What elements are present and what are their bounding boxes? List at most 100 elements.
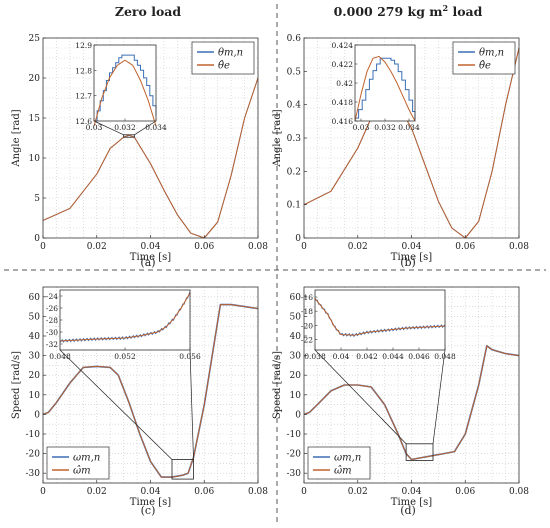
x-tick-label: 0.02 <box>87 487 107 497</box>
y-tick-label: 0.2 <box>287 167 301 177</box>
inset-series-line-2 <box>59 292 191 342</box>
y-tick-label: 30 <box>29 352 41 362</box>
x-tick-label: 0.04 <box>401 487 421 497</box>
right-title-suffix: load <box>448 4 483 19</box>
panel-caption: (c) <box>141 504 156 517</box>
y-tick-label: 20 <box>29 371 41 381</box>
y-tick-label: -10 <box>287 430 302 440</box>
y-tick-label: 5 <box>34 194 40 204</box>
y-axis-label: Speed [rad/s] <box>272 351 283 419</box>
x-tick-label: 0.08 <box>248 487 268 497</box>
x-axis-label: Time [s] <box>391 497 432 508</box>
x-tick-label: 0.02 <box>348 487 368 497</box>
inset-x-tick-label: 0.042 <box>356 352 378 361</box>
x-tick-label: 0.02 <box>87 242 107 252</box>
inset-x-tick-label: 0.038 <box>304 352 326 361</box>
x-tick-label: 0.06 <box>194 242 214 252</box>
panel-caption: (d) <box>400 504 416 517</box>
inset-x-tick-label: 0.032 <box>374 123 396 132</box>
y-tick-label: 0.5 <box>287 67 302 77</box>
y-tick-label: -20 <box>287 450 302 460</box>
x-tick-label: 0.02 <box>348 242 368 252</box>
inset-x-tick-label: 0.034 <box>398 123 420 132</box>
zoom-connector <box>189 349 194 460</box>
y-tick-label: 30 <box>290 352 302 362</box>
y-tick-label: 50 <box>290 312 302 322</box>
y-tick-label: 0 <box>295 234 301 244</box>
inset-series-line-1 <box>94 54 157 122</box>
inset-y-tick-label: -18 <box>301 307 313 316</box>
series-line-2 <box>42 77 259 239</box>
y-axis-label: Angle [rad] <box>11 109 22 167</box>
x-axis-label: Time [s] <box>391 252 432 263</box>
y-tick-label: 0.3 <box>287 134 302 144</box>
x-tick-label: 0.08 <box>509 242 529 252</box>
inset-y-tick-label: -30 <box>46 328 58 337</box>
y-tick-label: 20 <box>290 371 302 381</box>
x-tick-label: 0.04 <box>140 242 160 252</box>
y-tick-label: 10 <box>29 391 41 401</box>
x-axis-label: Time [s] <box>130 497 171 508</box>
x-tick-label: 0 <box>40 487 46 497</box>
inset-x-tick-label: 0.048 <box>49 352 71 361</box>
inset-x-tick-label: 0.046 <box>408 352 430 361</box>
chart-2: 0 0.02 0.04 0.06 0.08 0 0.1 0.2 0.3 0.4 0.5 0.6 Time… <box>272 34 529 269</box>
inset-y-tick-label: -22 <box>301 335 313 344</box>
legend: θm,n θ̂e <box>452 41 516 75</box>
y-tick-label: 60 <box>290 293 302 303</box>
right-title-superscript: 2 <box>443 3 449 13</box>
inset-y-tick-label: -24 <box>46 292 58 301</box>
y-tick-label: 0 <box>295 410 301 420</box>
y-tick-label: -20 <box>26 450 41 460</box>
x-tick-label: 0.08 <box>248 242 268 252</box>
zoom-connector <box>59 349 173 460</box>
inset-chart: 0.03 0.032 0.034 12.6 12.7 12.8 12.9 <box>75 41 167 132</box>
inset-y-tick-label: -28 <box>46 316 58 325</box>
y-tick-label: 0 <box>34 410 40 420</box>
inset-y-tick-label: 12.7 <box>75 92 92 101</box>
series-line-2 <box>303 47 520 239</box>
legend-box <box>452 41 516 75</box>
inset-y-tick-label: -20 <box>301 321 313 330</box>
x-tick-label: 0.04 <box>401 242 421 252</box>
inset-y-tick-label: 0.42 <box>336 79 353 88</box>
inset-chart: 0.048 0.052 0.056 -32 -30 -28 -26 -24 <box>46 289 201 361</box>
legend-box <box>307 446 371 480</box>
inset-series-line-2 <box>93 59 157 127</box>
chart-1: 0 0.02 0.04 0.06 0.08 0 5 10 15 20 25 Time [s] Angle… <box>11 34 268 269</box>
series-line-2 <box>42 304 259 478</box>
inset-y-tick-label: -16 <box>301 293 313 302</box>
inset-x-tick-label: 0.044 <box>382 352 404 361</box>
y-tick-label: -10 <box>26 430 41 440</box>
legend: θm,n θ̂e <box>191 41 255 75</box>
left-column-title: Zero load <box>115 4 182 19</box>
inset-x-tick-label: 0.04 <box>333 352 350 361</box>
x-tick-label: 0.06 <box>455 487 475 497</box>
y-tick-label: 0.1 <box>287 201 301 211</box>
legend-label: θm,n <box>479 48 504 59</box>
legend-label: ω̂m <box>334 466 352 477</box>
y-tick-label: -30 <box>287 469 302 479</box>
y-tick-label: 0.4 <box>287 101 302 111</box>
inset-y-tick-label: 12.6 <box>75 117 92 126</box>
inset-chart: 0.03 0.032 0.034 0.416 0.418 0.42 0.422 0.424 <box>332 41 420 132</box>
inset-area <box>60 290 190 350</box>
inset-x-tick-label: 0.048 <box>434 352 456 361</box>
y-tick-label: 15 <box>29 114 41 124</box>
legend-label: ωm,n <box>334 453 361 464</box>
right-column-title: 0.000 279 kg m2 load <box>334 3 483 19</box>
y-tick-label: 40 <box>290 332 302 342</box>
x-tick-label: 0.06 <box>455 242 475 252</box>
inset-y-tick-label: 0.424 <box>332 41 354 50</box>
right-title-prefix: 0.000 279 kg m <box>334 4 443 19</box>
x-tick-label: 0.04 <box>140 487 160 497</box>
y-tick-label: 40 <box>29 332 41 342</box>
inset-chart: 0.038 0.04 0.042 0.044 0.046 0.048 -22 -20 -18 -1… <box>301 289 456 361</box>
inset-x-tick-label: 0.056 <box>179 352 201 361</box>
x-tick-label: 0.08 <box>509 487 529 497</box>
x-tick-label: 0 <box>301 242 307 252</box>
zoom-connector <box>93 120 124 136</box>
chart-4: 0 0.02 0.04 0.06 0.08 -30 -20 -10 0 10 20 30 40 50 60 T… <box>272 286 529 517</box>
inset-y-tick-label: 12.9 <box>75 41 92 50</box>
